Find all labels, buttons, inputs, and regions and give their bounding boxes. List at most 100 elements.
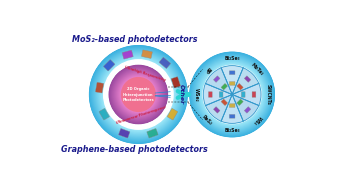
Circle shape: [97, 53, 180, 136]
FancyBboxPatch shape: [171, 77, 180, 88]
Circle shape: [120, 76, 156, 113]
FancyBboxPatch shape: [237, 99, 243, 106]
Circle shape: [96, 52, 181, 137]
Circle shape: [102, 58, 175, 131]
Circle shape: [95, 51, 182, 138]
FancyBboxPatch shape: [241, 92, 245, 97]
Circle shape: [99, 56, 177, 133]
Circle shape: [201, 63, 264, 126]
Circle shape: [112, 68, 165, 121]
Circle shape: [114, 70, 163, 119]
FancyBboxPatch shape: [208, 92, 212, 97]
FancyBboxPatch shape: [122, 50, 133, 59]
Circle shape: [116, 72, 161, 117]
Circle shape: [118, 74, 159, 115]
FancyBboxPatch shape: [103, 60, 115, 71]
Circle shape: [120, 76, 157, 113]
Circle shape: [102, 59, 174, 130]
Circle shape: [193, 56, 271, 133]
Text: Other: Other: [179, 84, 184, 105]
Text: BP: BP: [203, 65, 211, 74]
FancyBboxPatch shape: [159, 57, 171, 68]
Circle shape: [91, 47, 186, 142]
Text: 2D Organic
Heterojunction
Photodetectors: 2D Organic Heterojunction Photodetectors: [123, 87, 154, 102]
Text: MoTe₂: MoTe₂: [250, 62, 265, 77]
Circle shape: [90, 47, 186, 142]
FancyArrowPatch shape: [178, 91, 188, 98]
Circle shape: [120, 76, 157, 113]
Circle shape: [199, 62, 265, 127]
Circle shape: [97, 53, 180, 136]
Circle shape: [202, 64, 262, 125]
Text: Graphene-based photodetectors: Graphene-based photodetectors: [61, 145, 208, 154]
Circle shape: [196, 58, 269, 131]
Circle shape: [103, 60, 173, 129]
Circle shape: [119, 75, 158, 114]
Circle shape: [119, 75, 158, 114]
Circle shape: [117, 73, 160, 116]
Circle shape: [198, 60, 266, 129]
Circle shape: [91, 47, 186, 142]
Circle shape: [94, 50, 183, 139]
Circle shape: [194, 56, 271, 133]
Circle shape: [103, 59, 174, 130]
Circle shape: [197, 60, 267, 129]
Circle shape: [110, 66, 167, 123]
Circle shape: [100, 57, 176, 132]
Circle shape: [203, 65, 261, 124]
Circle shape: [196, 59, 268, 130]
FancyBboxPatch shape: [221, 83, 228, 90]
Circle shape: [112, 68, 165, 121]
Circle shape: [93, 49, 184, 140]
Circle shape: [97, 53, 179, 136]
Circle shape: [116, 72, 160, 117]
Circle shape: [191, 53, 273, 136]
Circle shape: [99, 55, 178, 134]
Circle shape: [197, 60, 267, 129]
Text: ReS₂: ReS₂: [201, 114, 213, 126]
Circle shape: [197, 59, 268, 130]
Circle shape: [199, 61, 265, 128]
Circle shape: [95, 52, 181, 137]
Circle shape: [96, 52, 180, 137]
Circle shape: [93, 49, 184, 140]
Circle shape: [113, 69, 164, 120]
Circle shape: [118, 74, 159, 115]
Circle shape: [118, 75, 158, 114]
Circle shape: [121, 77, 155, 112]
Circle shape: [103, 59, 174, 130]
Circle shape: [121, 77, 156, 112]
Circle shape: [112, 68, 164, 121]
Circle shape: [93, 49, 184, 140]
FancyBboxPatch shape: [229, 104, 235, 107]
Circle shape: [203, 65, 262, 124]
Circle shape: [93, 49, 184, 140]
FancyBboxPatch shape: [237, 83, 243, 90]
FancyBboxPatch shape: [213, 107, 220, 113]
Circle shape: [200, 62, 264, 127]
Circle shape: [201, 64, 263, 125]
Circle shape: [91, 47, 185, 142]
Circle shape: [114, 71, 162, 118]
Circle shape: [114, 70, 163, 119]
Wedge shape: [205, 68, 232, 94]
Circle shape: [191, 54, 273, 135]
Circle shape: [102, 58, 175, 131]
Circle shape: [191, 54, 273, 135]
Circle shape: [202, 65, 262, 124]
Text: Bi₂Se₃: Bi₂Se₃: [224, 56, 240, 61]
Circle shape: [114, 70, 163, 119]
Circle shape: [191, 53, 274, 136]
FancyBboxPatch shape: [252, 92, 256, 97]
Circle shape: [199, 61, 265, 128]
Wedge shape: [221, 94, 243, 123]
Text: WSe₂: WSe₂: [194, 88, 199, 101]
Circle shape: [98, 54, 179, 135]
Wedge shape: [205, 94, 232, 121]
Circle shape: [190, 53, 274, 136]
FancyBboxPatch shape: [119, 129, 130, 138]
Circle shape: [97, 53, 180, 136]
Circle shape: [110, 66, 167, 123]
Circle shape: [93, 50, 183, 139]
Circle shape: [100, 56, 177, 133]
